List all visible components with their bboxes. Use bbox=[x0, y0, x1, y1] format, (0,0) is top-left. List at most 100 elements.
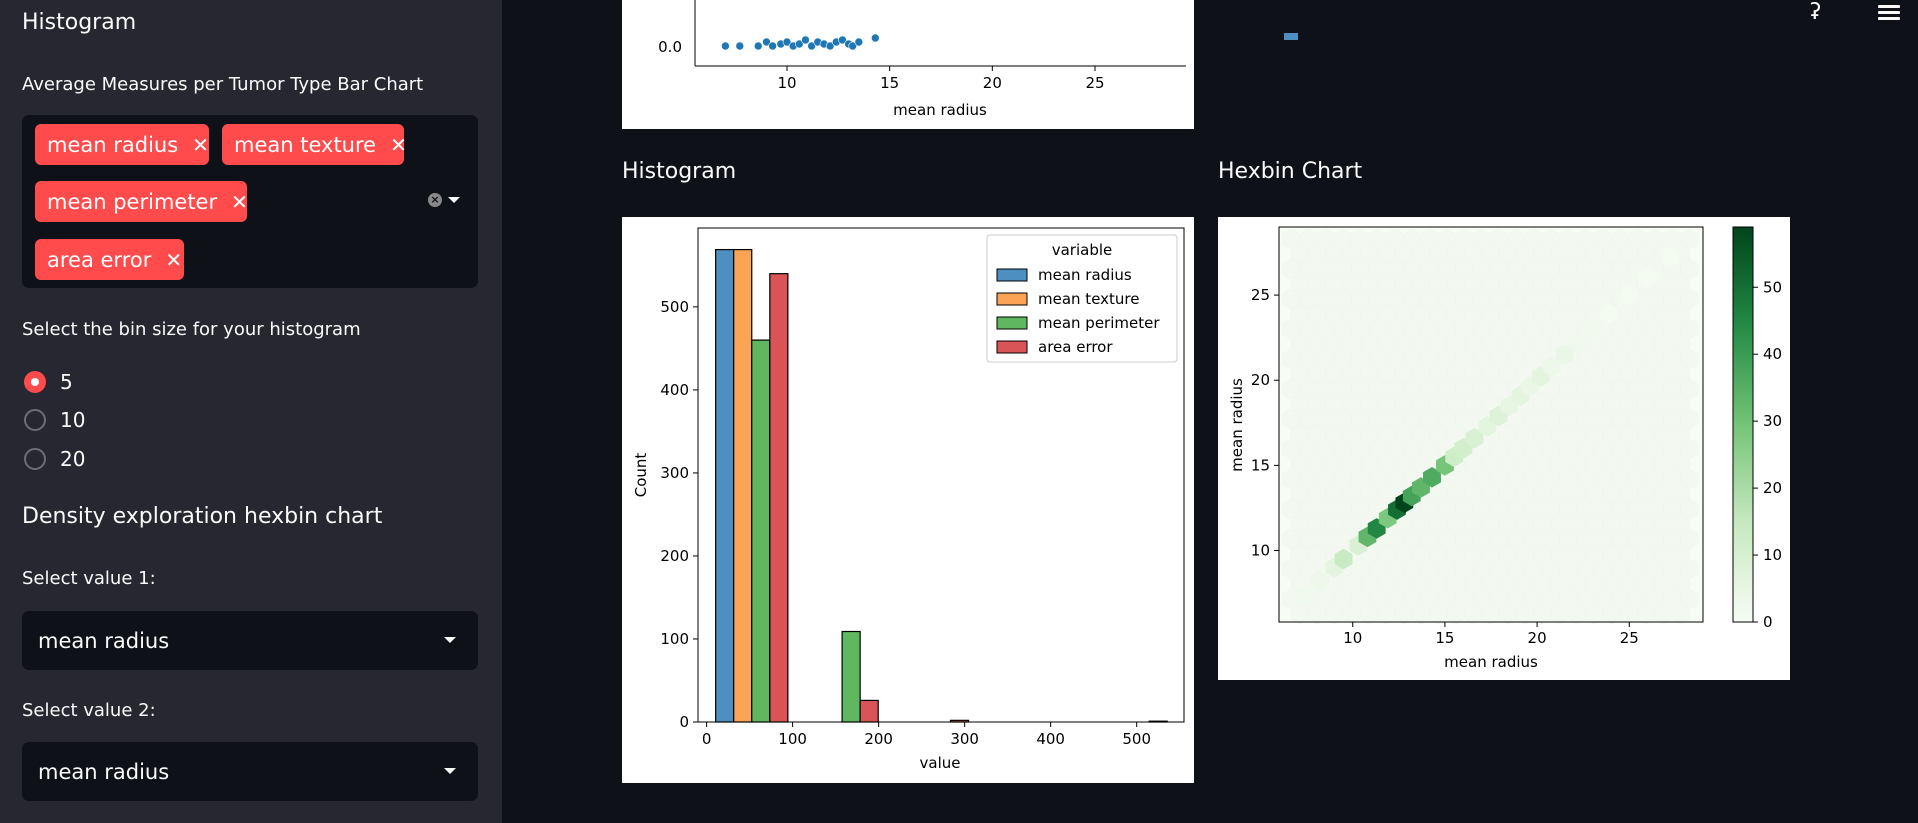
histogram-x-tick-label: 500 bbox=[1122, 730, 1151, 748]
hexbin-y-label: mean radius bbox=[1228, 378, 1246, 472]
hexbin-cell bbox=[1660, 247, 1679, 268]
hexbin-x-tick-label: 10 bbox=[1343, 629, 1362, 647]
legend-label: mean perimeter bbox=[1038, 314, 1160, 332]
value2-label: Select value 2: bbox=[22, 700, 156, 721]
histogram-y-tick-label: 200 bbox=[660, 547, 689, 565]
hexbin-x-tick-label: 25 bbox=[1620, 629, 1639, 647]
histogram-plot-frame bbox=[697, 227, 1185, 723]
histogram-chart: 0 100 200 300 400 500 0 100 200 300 400 500 value C… bbox=[632, 227, 1185, 772]
histogram-bar bbox=[751, 339, 771, 723]
hexbin-cell bbox=[1568, 332, 1587, 354]
scatter-point bbox=[838, 35, 847, 45]
bin-option-10[interactable]: 10 bbox=[24, 408, 85, 432]
histogram-x-tick-label: 200 bbox=[864, 730, 893, 748]
scatter-point bbox=[753, 41, 763, 51]
hexbin-cell bbox=[1310, 570, 1329, 592]
scatter-chart: 10 15 20 25 0.0 mean radius bbox=[658, 0, 1186, 119]
legend-label: area error bbox=[1038, 338, 1113, 356]
legend-label: mean texture bbox=[1038, 290, 1139, 308]
tag-label: area error bbox=[47, 247, 152, 272]
tag-remove-icon[interactable]: ✕ bbox=[390, 132, 407, 157]
hexbin-y-tick-label: 10 bbox=[1251, 541, 1270, 559]
histogram-y-tick-label: 300 bbox=[660, 464, 689, 482]
scatter-point bbox=[825, 41, 835, 51]
scatter-chart-card: 10 15 20 25 0.0 mean radius bbox=[622, 0, 1194, 129]
measures-multiselect[interactable]: mean radius ✕ mean texture ✕ mean perime… bbox=[22, 115, 478, 288]
tag-mean-perimeter: mean perimeter ✕ bbox=[35, 181, 248, 222]
histogram-bar bbox=[859, 699, 879, 723]
chevron-down-icon[interactable] bbox=[448, 197, 460, 203]
radio-label: 20 bbox=[60, 447, 86, 471]
bin-option-5[interactable]: 5 bbox=[24, 370, 73, 394]
scatter-point bbox=[854, 37, 864, 47]
tag-remove-icon[interactable]: ✕ bbox=[192, 132, 209, 157]
radio-label: 5 bbox=[60, 370, 73, 394]
value1-label: Select value 1: bbox=[22, 568, 156, 589]
hexbin-y-tick-label: 25 bbox=[1251, 286, 1270, 304]
scatter-x-tick-label: 15 bbox=[880, 74, 899, 92]
scatter-point bbox=[721, 41, 730, 51]
histogram-x-tick-label: 0 bbox=[702, 730, 712, 748]
colorbar-tick-label: 40 bbox=[1763, 345, 1782, 363]
bar-chart-measures-label: Average Measures per Tumor Type Bar Char… bbox=[22, 74, 424, 95]
hexbin-cell bbox=[1600, 303, 1618, 325]
tag-remove-icon[interactable]: ✕ bbox=[165, 247, 183, 272]
tag-label: mean texture bbox=[234, 132, 377, 157]
colorbar-tick-label: 0 bbox=[1763, 613, 1773, 631]
legend-frame bbox=[986, 234, 1178, 363]
scatter-x-tick-label: 25 bbox=[1085, 74, 1104, 92]
tag-area-error: area error ✕ bbox=[35, 239, 184, 280]
hexbin-cell bbox=[1295, 584, 1314, 606]
radio-button-selected[interactable] bbox=[24, 371, 46, 393]
histogram-bar bbox=[949, 719, 970, 723]
radio-button[interactable] bbox=[24, 409, 46, 431]
histogram-y-tick-label: 100 bbox=[660, 630, 689, 648]
scatter-y-tick-0: 0.0 bbox=[658, 38, 682, 56]
colorbar-tick-label: 10 bbox=[1763, 546, 1782, 564]
histogram-x-tick-label: 100 bbox=[778, 730, 807, 748]
histogram-bar bbox=[769, 273, 789, 723]
histogram-y-tick-label: 400 bbox=[660, 381, 689, 399]
running-status-icon: ʡ bbox=[1810, 0, 1822, 25]
histogram-y-tick-label: 0 bbox=[679, 713, 689, 731]
scatter-x-label: mean radius bbox=[893, 101, 987, 119]
scatter-point bbox=[762, 37, 771, 47]
clear-all-icon[interactable]: × bbox=[428, 193, 442, 207]
scatter-point bbox=[807, 41, 816, 51]
hexbin-chart: 10 15 20 25 10 15 20 25 mean radius mean radius… bbox=[1228, 226, 1782, 671]
scatter-point bbox=[795, 39, 804, 49]
sidebar: Histogram Average Measures per Tumor Typ… bbox=[0, 0, 502, 823]
tag-mean-radius: mean radius ✕ bbox=[35, 124, 209, 165]
tag-remove-icon[interactable]: ✕ bbox=[231, 189, 248, 214]
bin-option-20[interactable]: 20 bbox=[24, 447, 85, 471]
hamburger-menu-icon[interactable] bbox=[1878, 2, 1900, 23]
histogram-x-label: value bbox=[920, 754, 961, 772]
hexbin-y-tick-label: 20 bbox=[1251, 371, 1270, 389]
legend-swatch bbox=[996, 292, 1028, 306]
legend-label: mean radius bbox=[1038, 266, 1132, 284]
hexbin-title: Hexbin Chart bbox=[1218, 159, 1363, 184]
density-section-title: Density exploration hexbin chart bbox=[22, 504, 383, 529]
value2-select[interactable]: mean radius bbox=[22, 742, 478, 801]
value1-selected: mean radius bbox=[38, 628, 170, 653]
histogram-x-tick-label: 400 bbox=[1036, 730, 1065, 748]
tag-label: mean perimeter bbox=[47, 189, 218, 214]
radio-button[interactable] bbox=[24, 448, 46, 470]
scatter-point bbox=[782, 37, 792, 47]
histogram-bar bbox=[841, 630, 861, 723]
hexbin-x-tick-label: 20 bbox=[1528, 629, 1547, 647]
chevron-down-icon bbox=[444, 637, 456, 643]
histogram-bar bbox=[733, 248, 753, 723]
hexbin-x-label: mean radius bbox=[1444, 653, 1538, 671]
hexbin-y-tick-label: 15 bbox=[1251, 456, 1270, 474]
sidebar-histogram-title: Histogram bbox=[22, 10, 137, 35]
value2-selected: mean radius bbox=[38, 759, 170, 784]
hexbin-empty-cell bbox=[1671, 603, 1690, 625]
hexbin-plot-frame bbox=[1278, 226, 1704, 623]
colorbar-tick-label: 20 bbox=[1763, 479, 1782, 497]
scatter-point bbox=[768, 41, 777, 51]
value1-select[interactable]: mean radius bbox=[22, 611, 478, 670]
histogram-y-tick-label: 500 bbox=[660, 298, 689, 316]
histogram-y-label: Count bbox=[632, 453, 650, 498]
scatter-point bbox=[735, 41, 745, 51]
